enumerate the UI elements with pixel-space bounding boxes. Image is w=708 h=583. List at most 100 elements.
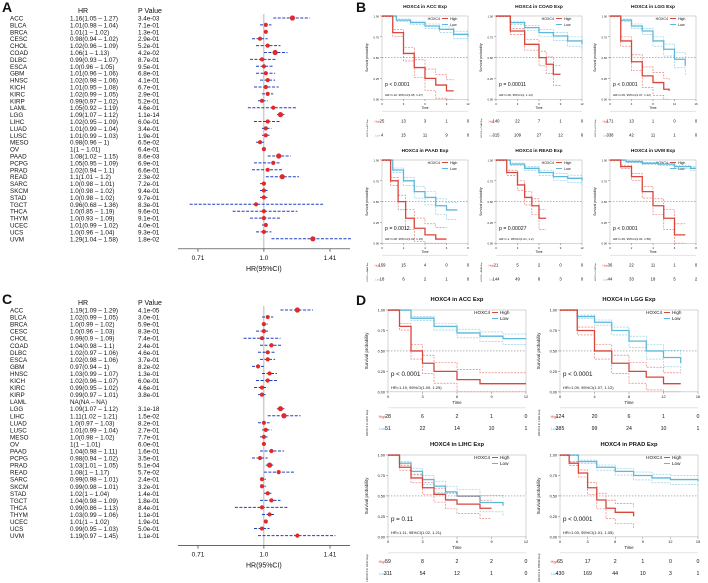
x-tick-label: 1.41: [324, 255, 337, 262]
y-tick-label: 0.25: [550, 370, 557, 374]
row-hr-text: 1.02(0.94 – 1.1): [70, 167, 114, 174]
row-cancer-label: KICH: [10, 85, 25, 92]
row-hr-text: 1.04(0.98 – 1.11): [70, 449, 118, 456]
row-hr-text: 1.01(0.99 – 1.04): [70, 126, 118, 133]
legend-title: HOXC4: [542, 161, 554, 165]
p-value-text: p = 0.00011: [499, 82, 526, 88]
y-tick-label: 1.00: [488, 159, 494, 163]
risk-high-count: 15: [401, 263, 406, 268]
hr-point: [261, 441, 266, 447]
hr-point: [269, 498, 274, 503]
hr-point: [295, 533, 300, 538]
x-tick-label: 0: [381, 246, 383, 250]
y-tick-label: 0.00: [550, 390, 557, 394]
hr-point: [272, 49, 278, 56]
p-value-text: p = 0.11: [391, 516, 414, 523]
x-tick-label: 8: [652, 102, 654, 106]
row-p-value: 4.1e-01: [138, 78, 160, 85]
survival-curve-high: [560, 309, 681, 385]
x-tick-label: 12: [673, 102, 677, 106]
ci-upper-low: [560, 454, 699, 477]
x-tick-label: 3: [587, 540, 589, 544]
risk-high-count: 4: [424, 263, 427, 268]
risk-high-count: 7: [538, 119, 541, 124]
risk-low-count: 2: [695, 276, 698, 281]
risk-low-count: 5: [673, 276, 676, 281]
hr-point: [261, 420, 266, 425]
x-tick-label: 6: [538, 246, 540, 250]
survival-curve-low: [610, 15, 686, 66]
risk-high-count: 1: [652, 119, 655, 124]
row-cancer-label: UVM: [10, 533, 24, 540]
y-tick-label: 0.25: [488, 221, 494, 225]
x-tick-label: 8: [695, 246, 697, 250]
row-p-value: 2.3e-02: [138, 174, 160, 181]
legend-high-label: High: [564, 161, 571, 165]
ci-lower-high: [610, 160, 686, 244]
risk-low-count: 0: [525, 571, 528, 577]
row-hr-text: 1.01(0.96 – 1.06): [70, 71, 118, 78]
row-p-value: 1.8e-01: [138, 498, 160, 505]
row-p-value: 4.6e-01: [138, 105, 160, 112]
row-cancer-label: THCA: [10, 505, 28, 512]
row-p-value: 8.2e-02: [138, 364, 160, 371]
row-cancer-label: LGG: [10, 406, 23, 413]
y-tick-label: 1.00: [374, 15, 380, 19]
row-p-value: 3.4e-01: [138, 126, 160, 133]
row-hr-text: 1.01(0.98 – 1.04): [70, 22, 118, 29]
row-cancer-label: PCPG: [10, 160, 28, 167]
legend-high-label: High: [500, 455, 510, 460]
p-value-text: p < 0.0001: [391, 371, 421, 378]
risk-table-y-title: HOXC4 in LIHC Exp: [365, 554, 369, 582]
row-cancer-label: CESC: [10, 329, 28, 336]
survival-curve-high: [496, 15, 561, 75]
x-tick-label: 3: [517, 246, 519, 250]
x-tick-label: 1.0: [259, 552, 268, 559]
y-axis-title: Survival probability: [364, 477, 369, 515]
risk-low-label: Low: [489, 133, 494, 137]
x-tick-label: 6: [456, 395, 458, 399]
risk-low-count: 0: [467, 276, 470, 281]
hr-point: [259, 477, 265, 482]
row-p-value: 1.3e-01: [138, 29, 160, 36]
row-cancer-label: ESCA: [10, 357, 28, 364]
risk-table-y-title: HOXC4 in PRAD Exp: [537, 553, 541, 582]
survival-curve-high: [388, 309, 526, 385]
row-p-value: 5.7e-02: [138, 470, 160, 477]
y-tick-label: 0.25: [602, 77, 608, 81]
y-tick-label: 0.75: [550, 474, 557, 478]
row-p-value: 4.2e-02: [138, 50, 160, 57]
y-tick-label: 1.00: [488, 15, 494, 19]
hr-point: [277, 112, 284, 118]
hr-text: HR=1.11, 95%CI(1.02, 1.21): [391, 530, 442, 535]
legend-title: HOXC4: [656, 17, 668, 21]
row-cancer-label: SKCM: [10, 188, 28, 195]
x-tick-label: 3: [421, 540, 423, 544]
risk-high-count: 6: [628, 414, 631, 420]
row-cancer-label: BRCA: [10, 322, 28, 329]
row-hr-text: 1.08(1.02 – 1.15): [70, 154, 118, 161]
risk-low-count: 99: [592, 426, 598, 432]
hr-point: [265, 43, 270, 48]
y-axis-title: Survival probability: [536, 332, 541, 370]
row-hr-text: 0.99(0.86 – 1.13): [70, 505, 118, 512]
legend-title: HOXC4: [646, 310, 662, 315]
row-cancer-label: PAAD: [10, 154, 27, 161]
risk-high-count: 1: [445, 119, 448, 124]
x-tick-label: 12: [466, 102, 470, 106]
risk-high-label: High: [489, 120, 495, 124]
risk-low-count: 24: [626, 426, 632, 432]
x-tick-label: 9: [642, 540, 644, 544]
risk-low-label: Low: [551, 427, 558, 431]
x-tick-label: 3: [403, 102, 405, 106]
ci-lower-high: [388, 310, 526, 393]
x-tick-label: 9: [490, 395, 492, 399]
risk-table-y-title: HOXC4 in UVM Exp: [595, 262, 597, 281]
risk-high-count: 6: [421, 414, 424, 420]
hr-point: [271, 105, 276, 110]
hr-point: [261, 64, 266, 69]
row-hr-text: 1.19(0.97 – 1.45): [70, 533, 118, 540]
